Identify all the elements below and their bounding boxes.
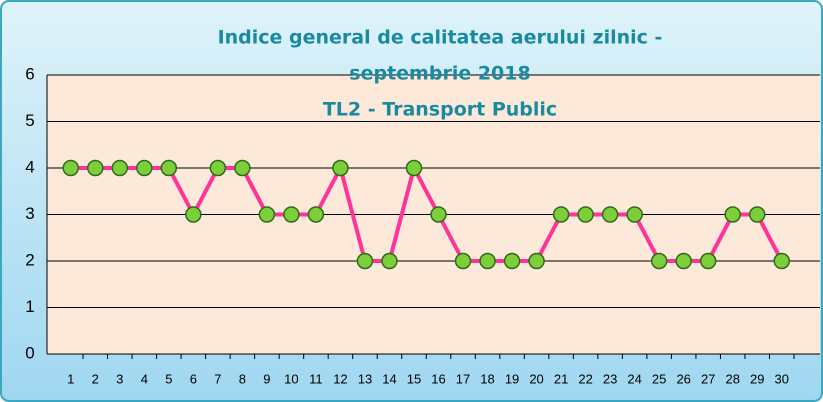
x-tick-label: 28 xyxy=(725,371,739,386)
marker xyxy=(62,159,80,177)
x-tick-label: 4 xyxy=(141,371,148,386)
x-tick-label: 30 xyxy=(775,371,789,386)
x-tick-label: 5 xyxy=(165,371,172,386)
x-tick-label: 6 xyxy=(190,371,197,386)
x-tick-label: 16 xyxy=(431,371,445,386)
y-tick-label: 3 xyxy=(25,204,34,223)
x-tick-label: 26 xyxy=(676,371,690,386)
marker xyxy=(748,206,766,223)
x-tick-label: 29 xyxy=(750,371,764,386)
marker xyxy=(724,206,741,223)
marker xyxy=(626,206,643,223)
marker xyxy=(136,159,153,177)
marker xyxy=(405,159,423,177)
marker xyxy=(160,159,178,177)
marker xyxy=(356,252,374,270)
y-tick-label: 2 xyxy=(25,250,34,269)
marker xyxy=(332,159,349,177)
x-tick-label: 14 xyxy=(382,371,396,386)
x-tick-label: 2 xyxy=(92,371,99,386)
x-tick-label: 7 xyxy=(214,371,221,386)
x-tick-label: 12 xyxy=(333,371,347,386)
x-tick-label: 27 xyxy=(701,371,715,386)
marker xyxy=(454,252,472,270)
marker xyxy=(185,206,202,223)
x-tick-label: 13 xyxy=(358,371,372,386)
x-tick-label: 24 xyxy=(627,371,641,386)
x-tick-label: 23 xyxy=(603,371,617,386)
x-tick-label: 20 xyxy=(529,371,543,386)
x-tick-label: 22 xyxy=(578,371,592,386)
x-tick-label: 19 xyxy=(505,371,519,386)
marker xyxy=(528,252,545,270)
marker xyxy=(209,159,227,177)
marker xyxy=(258,206,276,223)
chart-title: septembrie 2018 xyxy=(349,63,530,85)
marker xyxy=(87,159,104,177)
y-tick-label: 1 xyxy=(25,297,34,316)
x-tick-label: 8 xyxy=(239,371,246,386)
x-tick-label: 11 xyxy=(309,371,323,386)
x-tick-label: 3 xyxy=(116,371,123,386)
marker xyxy=(430,206,447,223)
marker xyxy=(111,159,129,177)
y-tick-label: 6 xyxy=(25,64,34,83)
x-tick-label: 21 xyxy=(554,371,568,386)
x-tick-label: 10 xyxy=(284,371,298,386)
marker xyxy=(381,252,398,270)
marker xyxy=(503,252,521,270)
y-tick-label: 4 xyxy=(25,157,34,176)
marker xyxy=(307,206,325,223)
marker xyxy=(601,206,619,223)
marker xyxy=(650,252,668,270)
marker xyxy=(283,206,300,223)
chart-title: Indice general de calitatea aerului ziln… xyxy=(218,27,663,49)
y-tick-label: 5 xyxy=(25,111,34,130)
x-tick-label: 25 xyxy=(652,371,666,386)
x-tick-label: 1 xyxy=(67,371,74,386)
marker xyxy=(773,252,790,270)
x-tick-label: 17 xyxy=(456,371,470,386)
marker xyxy=(577,206,594,223)
marker xyxy=(234,159,251,177)
chart-title: TL2 - Transport Public xyxy=(323,99,557,121)
x-tick-label: 9 xyxy=(263,371,270,386)
marker xyxy=(552,206,570,223)
marker xyxy=(479,252,496,270)
y-tick-label: 0 xyxy=(25,343,34,362)
x-tick-label: 18 xyxy=(480,371,494,386)
marker xyxy=(699,252,717,270)
x-tick-label: 15 xyxy=(407,371,421,386)
marker xyxy=(675,252,692,270)
